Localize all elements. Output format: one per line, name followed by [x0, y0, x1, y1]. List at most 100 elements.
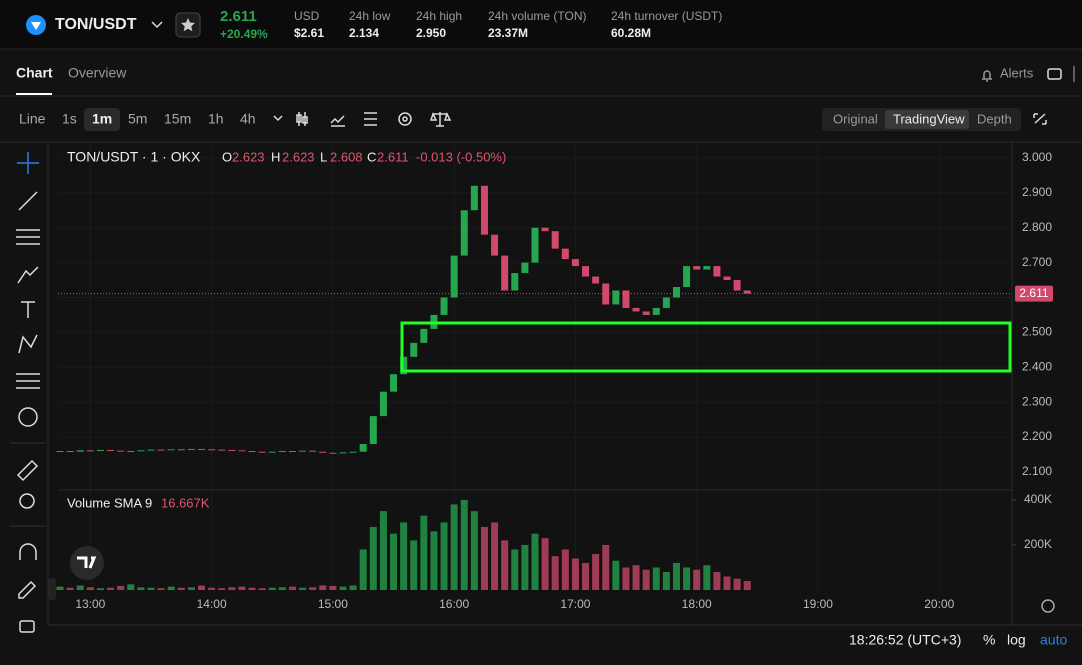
text-tool[interactable]	[21, 301, 35, 318]
legend-label: H	[271, 149, 280, 164]
zoom-tool[interactable]	[19, 493, 35, 509]
volume-bar	[76, 585, 84, 590]
candle	[107, 449, 115, 451]
y-tick-label: 2.500	[1022, 325, 1052, 339]
interval[interactable]: 4h	[240, 111, 256, 127]
candle	[723, 276, 731, 281]
fib-tool[interactable]	[16, 229, 40, 245]
indicator-icon[interactable]	[330, 115, 345, 127]
percent-toggle[interactable]: %	[983, 632, 995, 648]
legend-high: 2.623	[282, 149, 315, 164]
interval[interactable]: 1s	[62, 111, 77, 127]
volume-bar	[541, 538, 549, 590]
interval[interactable]: Line	[19, 111, 46, 127]
drawing-toolbar	[10, 142, 56, 633]
legend-close: 2.611	[377, 149, 409, 164]
candle	[622, 290, 630, 308]
view-option[interactable]: TradingView	[893, 111, 965, 126]
settings-icon[interactable]	[398, 112, 412, 126]
stat-value: 23.37M	[488, 26, 528, 40]
volume-bar	[713, 571, 721, 590]
tab-chart[interactable]: Chart	[16, 65, 53, 81]
toolbar-icons	[273, 112, 452, 127]
interval[interactable]: 15m	[164, 111, 191, 127]
clock: 18:26:52 (UTC+3)	[849, 632, 961, 648]
prediction-tool[interactable]	[16, 373, 40, 389]
volume-bar	[66, 587, 74, 590]
legend-label: O	[222, 149, 232, 164]
tab-overview[interactable]: Overview	[68, 65, 127, 81]
candle	[602, 283, 610, 305]
candle	[198, 448, 206, 450]
volume-bar	[420, 515, 428, 590]
interval[interactable]: 5m	[128, 111, 147, 127]
volume-bar	[521, 544, 529, 590]
candle	[511, 273, 519, 291]
volume-bar	[612, 560, 620, 590]
volume-bar	[652, 567, 660, 590]
collapse-toolbar[interactable]	[48, 578, 56, 600]
view-option[interactable]: Depth	[977, 111, 1012, 126]
interval[interactable]: 1h	[208, 111, 224, 127]
volume-bar	[683, 567, 691, 590]
interval-dropdown[interactable]	[273, 115, 283, 122]
volume-bar	[299, 587, 307, 590]
candle	[278, 451, 286, 453]
legend-open: 2.623	[232, 149, 265, 164]
y-tick-label: 2.400	[1022, 359, 1052, 373]
lock-tool[interactable]	[19, 620, 35, 633]
measure-tool[interactable]	[16, 459, 39, 482]
highlight-box	[400, 321, 1012, 373]
volume-bar	[531, 533, 539, 590]
candle	[66, 451, 74, 453]
view-active	[885, 110, 969, 129]
crosshair-tool[interactable]	[17, 152, 39, 174]
bell-icon[interactable]	[982, 70, 992, 82]
candle	[672, 287, 680, 298]
candle	[551, 231, 559, 249]
volume-bar	[430, 531, 438, 590]
candle	[238, 450, 246, 452]
log-toggle[interactable]: log	[1007, 632, 1026, 648]
volume-bar	[329, 585, 337, 590]
volume-bar	[147, 587, 155, 590]
volume-bar	[127, 584, 135, 590]
candle	[127, 451, 135, 453]
trend-line-tool[interactable]	[18, 191, 38, 211]
legend: TON/USDT · 1 · OKX O 2.623 H 2.623 L 2.6…	[67, 149, 506, 511]
axis-settings[interactable]	[1041, 599, 1055, 613]
view-option[interactable]: Original	[833, 111, 878, 126]
fullscreen-icon[interactable]	[1033, 113, 1047, 125]
pair-dropdown[interactable]	[151, 21, 163, 29]
candle	[652, 307, 660, 315]
auto-toggle[interactable]: auto	[1040, 632, 1067, 648]
pair[interactable]: TON/USDT	[55, 16, 137, 33]
interval[interactable]: 1m	[92, 111, 112, 127]
legend-symbol: TON/USDT · 1 · OKX	[67, 149, 201, 165]
volume-bar	[379, 511, 387, 590]
stat-value: 2.950	[416, 26, 446, 40]
volume-bar	[511, 549, 519, 590]
candle-type-icon[interactable]	[296, 112, 308, 126]
brush-tool[interactable]	[17, 266, 39, 284]
magnet-tool[interactable]	[19, 543, 37, 560]
volume-bar	[672, 562, 680, 590]
emoji-tool[interactable]	[18, 407, 38, 427]
pattern-tool[interactable]	[18, 334, 38, 354]
candle	[531, 227, 539, 263]
lock-drawing-tool[interactable]	[18, 580, 37, 599]
header-bar	[0, 0, 1082, 49]
candle	[147, 449, 155, 451]
x-tick-label: 17:00	[560, 597, 590, 611]
volume-bar	[561, 549, 569, 590]
candle	[390, 374, 398, 392]
y-tick-label: 2.300	[1022, 394, 1052, 408]
volume-bar	[198, 585, 206, 590]
alerts[interactable]: Alerts	[1000, 65, 1034, 80]
volume-bar	[208, 587, 216, 590]
compare-icon[interactable]	[429, 112, 452, 127]
layout-icon[interactable]	[1047, 68, 1062, 80]
volume-bar	[187, 587, 195, 590]
template-icon[interactable]	[364, 112, 377, 126]
candle	[117, 450, 125, 452]
